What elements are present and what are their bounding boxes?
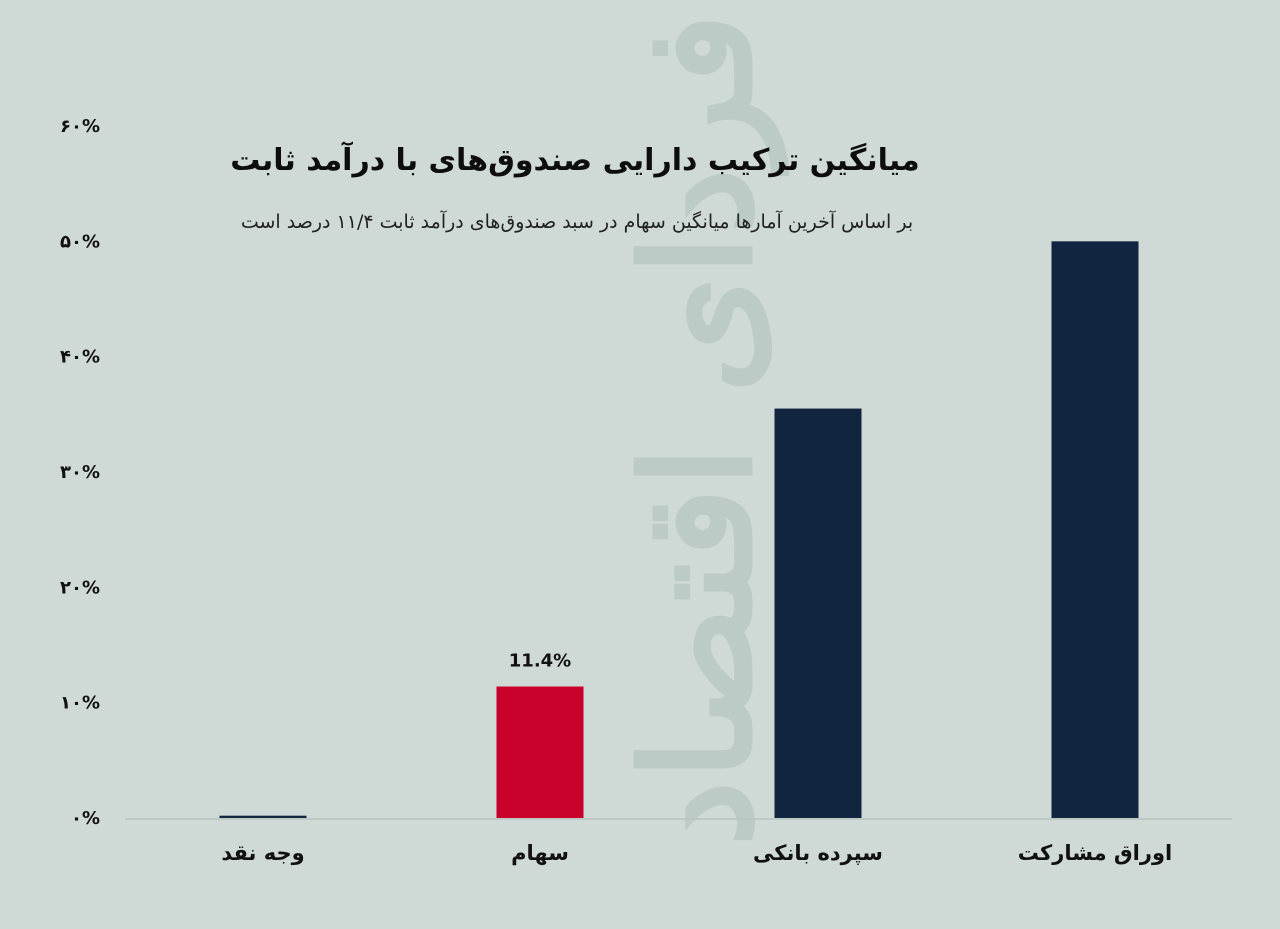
x-tick-label: اوراق مشارکت: [1018, 841, 1172, 865]
bar: [219, 815, 307, 818]
y-tick-label: ۱۰%: [60, 693, 100, 714]
x-axis: وجه نقد سهام سپرده بانکی اوراق مشارکت: [221, 841, 1172, 865]
bar: [774, 408, 862, 818]
watermark-logo: فردای اقتصاد: [610, 13, 789, 847]
y-tick-label: ۰%: [71, 808, 100, 829]
data-labels: 11.4%: [509, 651, 571, 672]
x-tick-label: سهام: [511, 841, 569, 865]
chart-subtitle: بر اساس آخرین آمارها میانگین سهام در سبد…: [241, 209, 913, 233]
x-tick-label: سپرده بانکی: [753, 841, 883, 865]
chart-title: میانگین ترکیب دارایی صندوق‌های با درآمد …: [230, 141, 919, 178]
y-tick-label: ۲۰%: [60, 577, 100, 598]
x-tick-label: وجه نقد: [221, 841, 304, 865]
data-label: 11.4%: [509, 651, 571, 672]
y-axis: ۰% ۱۰% ۲۰% ۳۰% ۴۰% ۵۰% ۶۰%: [60, 116, 100, 829]
bar: [496, 686, 584, 818]
y-tick-label: ۵۰%: [60, 231, 100, 252]
bars-group: [219, 241, 1139, 819]
y-tick-label: ۳۰%: [60, 462, 100, 483]
bar: [1051, 241, 1139, 819]
y-tick-label: ۴۰%: [60, 347, 100, 368]
y-tick-label: ۶۰%: [60, 116, 100, 137]
